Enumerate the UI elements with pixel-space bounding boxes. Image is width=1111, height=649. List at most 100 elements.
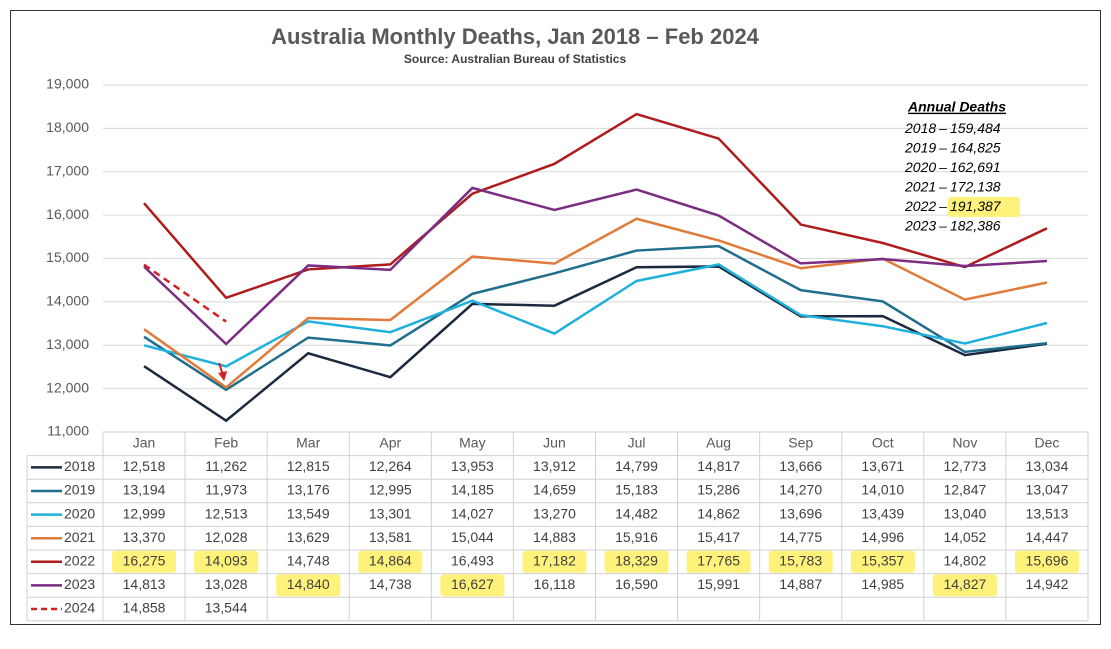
series-line [143,263,227,323]
annual-value: 172,138 [950,178,1001,194]
annual-year: 2019 [904,139,936,155]
annual-sep: – [938,178,947,194]
highlight [112,550,177,573]
annual-sep: – [938,217,947,233]
table-cell: 13,270 [533,505,576,521]
chart-title: Australia Monthly Deaths, Jan 2018 – Feb… [271,24,760,49]
y-tick-label: 19,000 [46,76,89,92]
table-cell: 13,666 [779,458,822,474]
highlight [850,550,915,573]
table-cell: 14,093 [205,553,248,569]
table-cell: 13,176 [287,482,330,498]
table-cell: 15,286 [697,482,740,498]
table-cell: 14,447 [1026,529,1069,545]
table-cell: 13,439 [861,505,904,521]
table-cell: 14,802 [943,553,986,569]
arrow-head [218,371,228,381]
highlight [768,550,833,573]
table-cell: 12,815 [287,458,330,474]
table-cell: 14,775 [779,529,822,545]
highlight [932,574,997,597]
table-cell: 12,264 [369,458,412,474]
table-cell: 17,182 [533,553,576,569]
table-cell: 16,627 [451,576,494,592]
annual-line: 2023–182,386 [904,217,1001,233]
table-cell: 14,840 [287,576,330,592]
highlight [358,550,423,573]
annual-sep: – [938,120,947,136]
table-cell: 14,482 [615,505,658,521]
table-cell: 13,301 [369,505,412,521]
y-tick-label: 13,000 [46,336,89,352]
table-cell: 13,370 [123,529,166,545]
table-cell: 11,262 [205,458,247,474]
table-cell: 14,659 [533,482,576,498]
table-cell: 13,912 [533,458,576,474]
table-cell: 14,985 [861,576,904,592]
y-tick-label: 15,000 [46,249,89,265]
frame [10,10,1101,625]
table-cell: 14,052 [943,529,986,545]
table-cell: 15,916 [615,529,658,545]
series-line [143,186,1048,346]
table-cell: 13,028 [205,576,248,592]
table-cell: 13,581 [369,529,412,545]
annual-year: 2021 [904,178,936,194]
y-tick-label: 11,000 [47,423,89,439]
annual-value: 159,484 [950,120,1001,136]
highlight [1014,550,1079,573]
table-cell: 12,028 [205,529,248,545]
annual-year: 2018 [904,120,936,136]
annual-sep: – [938,198,947,214]
table-cell: 14,942 [1026,576,1069,592]
table-cell: 16,275 [123,553,166,569]
legend-label: 2018 [64,458,95,474]
table-cell: 14,185 [451,482,494,498]
chart-subtitle: Source: Australian Bureau of Statistics [404,52,627,66]
annual-year: 2022 [904,198,936,214]
annual-sep: – [938,139,947,155]
table-cell: 15,783 [779,553,822,569]
series-line [143,244,1048,392]
y-tick-label: 18,000 [46,119,89,135]
highlight [194,550,259,573]
x-tick-label: Apr [379,435,401,451]
table-cell: 14,883 [533,529,576,545]
table-cell: 15,991 [697,576,740,592]
legend-label: 2022 [64,553,95,569]
legend-label: 2023 [64,576,95,592]
legend-label: 2024 [64,600,95,616]
table-cell: 14,813 [123,576,166,592]
table-cell: 13,040 [943,505,986,521]
table-cell: 14,864 [369,553,412,569]
highlight [948,197,1020,217]
highlight [522,550,587,573]
series-line [143,265,1048,423]
annual-title: Annual Deaths [907,99,1006,115]
legend-label: 2020 [64,505,95,521]
highlight [440,574,505,597]
table-cell: 12,518 [123,458,166,474]
table-cell: 16,590 [615,576,658,592]
table-cell: 15,044 [451,529,494,545]
table-cell: 14,817 [697,458,740,474]
table-cell: 13,047 [1026,482,1069,498]
x-tick-label: Jan [133,435,156,451]
table-cell: 18,329 [615,553,658,569]
table-cell: 13,671 [861,458,904,474]
table-cell: 14,858 [123,600,166,616]
series-line [143,112,1048,300]
table-cell: 16,493 [451,553,494,569]
annual-line: 2020–162,691 [904,159,1001,175]
table-cell: 12,995 [369,482,412,498]
table-cell: 15,417 [697,529,740,545]
table-cell: 15,357 [861,553,904,569]
table-cell: 14,027 [451,505,494,521]
y-tick-label: 14,000 [46,293,89,309]
table-cell: 14,748 [287,553,330,569]
table-cell: 13,034 [1026,458,1069,474]
table-cell: 12,773 [943,458,986,474]
annual-line: 2021–172,138 [904,178,1001,194]
table-cell: 12,513 [205,505,248,521]
